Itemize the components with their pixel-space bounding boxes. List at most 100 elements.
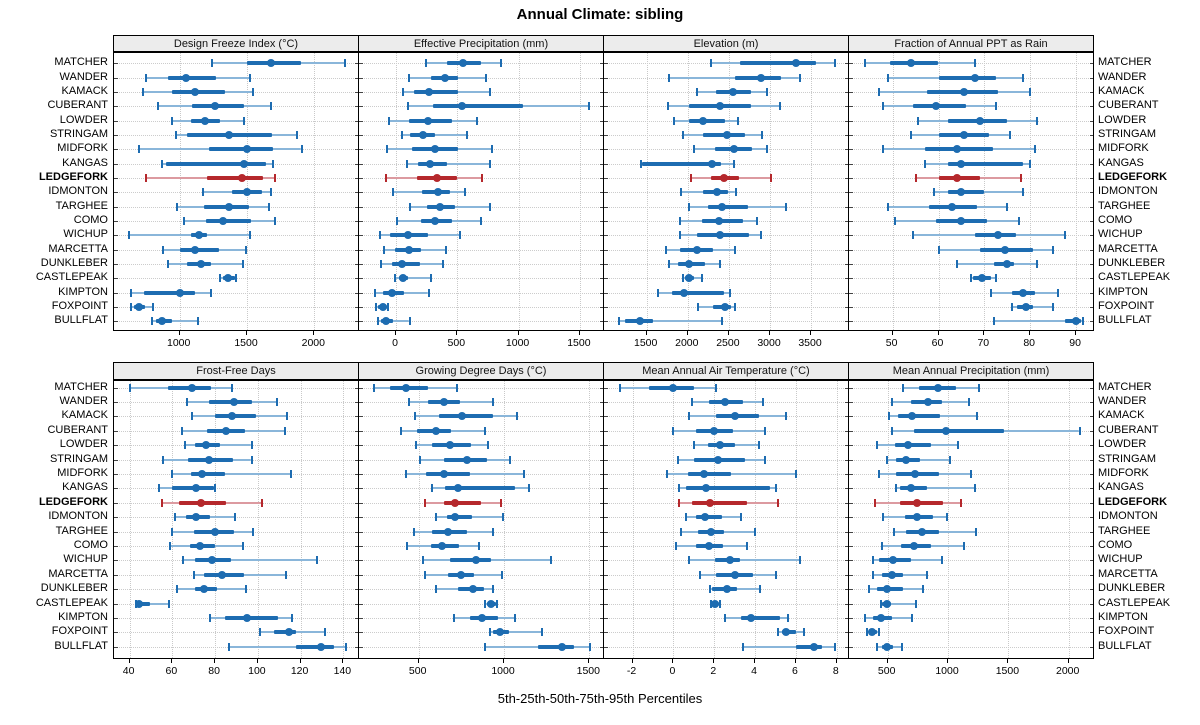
whisker-end-cap [248, 73, 251, 82]
whisker-end-cap [668, 73, 671, 82]
median-dot [243, 188, 251, 197]
y-axis-row-tick [355, 416, 358, 418]
percentile-bar-25-75 [432, 104, 524, 109]
x-axis-tick [645, 331, 647, 335]
percentile-whisker-5-95 [407, 162, 490, 165]
gridline-horizontal [606, 632, 848, 634]
y-axis-row-tick [849, 220, 853, 222]
whisker-end-cap [640, 159, 642, 168]
y-axis-row-tick [114, 488, 118, 490]
y-axis-row-tick [1090, 502, 1093, 504]
y-axis-row-tick [604, 63, 608, 65]
whisker-end-cap [211, 59, 213, 68]
y-axis-row-tick [845, 192, 848, 194]
whisker-end-cap [901, 642, 904, 651]
whisker-end-cap [502, 513, 505, 522]
median-dot [426, 159, 435, 168]
whisker-end-cap [776, 628, 779, 637]
gridline-horizontal [361, 135, 603, 137]
whisker-end-cap [762, 397, 765, 406]
y-axis-row-tick [359, 617, 363, 619]
whisker-end-cap [957, 441, 960, 450]
percentile-bar-25-75 [898, 414, 941, 419]
whisker-end-cap [1052, 245, 1055, 254]
median-dot [187, 383, 196, 392]
y-axis-row-tick [1090, 445, 1093, 447]
y-axis-row-tick [359, 177, 363, 179]
whisker-end-cap [324, 628, 327, 637]
y-axis-row-tick [604, 263, 608, 265]
whisker-end-cap [728, 288, 731, 297]
station-label-right-bullflat: BULLFLAT [1098, 314, 1152, 327]
station-label-right-castlepeak: CASTLEPEAK [1098, 596, 1171, 609]
whisker-end-cap [760, 131, 763, 139]
whisker-end-cap [784, 412, 787, 421]
whisker-end-cap [887, 202, 889, 211]
y-axis-row-tick [845, 387, 848, 389]
y-axis-row-tick [1090, 646, 1093, 648]
x-axis-tick [313, 331, 315, 335]
x-axis-tick-label: 60 [931, 337, 944, 349]
whisker-end-cap [160, 498, 163, 507]
y-axis-row-tick [600, 206, 603, 208]
percentile-bar-25-75 [137, 601, 150, 606]
x-axis-tick-label: 0 [392, 337, 398, 349]
station-label-right-kimpton: KIMPTON [1098, 285, 1148, 298]
median-dot [714, 455, 723, 464]
gridline-horizontal [361, 249, 603, 252]
y-axis-row-tick [359, 192, 363, 194]
y-axis-row-tick [359, 120, 363, 122]
y-axis-row-tick [1090, 77, 1093, 79]
station-label-right-como: COMO [1098, 538, 1133, 551]
y-axis-row-tick [355, 63, 358, 65]
y-axis-row-tick [604, 603, 608, 605]
whisker-end-cap [272, 159, 275, 168]
median-dot [702, 484, 711, 493]
percentile-bar-25-75 [687, 471, 731, 476]
whisker-end-cap [270, 102, 273, 111]
y-axis-row-tick [600, 632, 603, 634]
station-label-right-ledgefork: LEDGEFORK [1098, 495, 1168, 508]
whisker-end-cap [786, 613, 789, 622]
y-axis-row-tick [114, 430, 118, 432]
y-axis-row-tick [114, 574, 118, 576]
y-axis-row-tick [359, 488, 363, 490]
y-axis-row-tick [604, 149, 608, 151]
y-axis-row-tick [604, 488, 608, 490]
whisker-end-cap [373, 288, 376, 297]
y-axis-row-tick [359, 603, 363, 605]
y-axis-row-tick [1090, 473, 1093, 475]
median-dot [201, 441, 210, 450]
whisker-end-cap [962, 541, 965, 550]
x-axis-tick-label: 500 [447, 337, 466, 349]
median-dot [195, 231, 204, 240]
y-axis-row-tick [355, 149, 358, 151]
x-axis-tick-label: 50 [885, 337, 898, 349]
whisker-end-cap [488, 159, 491, 168]
median-dot [713, 188, 721, 197]
station-label-left-targhee: TARGHEE [55, 524, 108, 537]
station-label-right-stringam: STRINGAM [1098, 127, 1157, 140]
y-axis-row-tick [114, 646, 118, 648]
y-axis-row-tick [355, 517, 358, 519]
station-label-right-lowder: LOWDER [1098, 438, 1147, 451]
whisker-end-cap [484, 426, 487, 435]
x-axis-tick [713, 659, 715, 663]
whisker-end-cap [375, 302, 378, 311]
whisker-end-cap [423, 570, 426, 579]
y-axis-row-tick [359, 263, 363, 265]
whisker-end-cap [161, 159, 164, 168]
y-axis-row-tick [359, 306, 363, 308]
whisker-end-cap [208, 613, 211, 622]
station-label-left-idmonton: IDMONTON [48, 510, 108, 523]
x-axis-tick-label: 80 [208, 665, 220, 677]
panel-frost-free-days [113, 380, 359, 659]
percentile-whisker-5-95 [896, 487, 975, 490]
x-axis-tick-label: 2500 [716, 337, 740, 349]
gridline-vertical [129, 381, 132, 658]
station-label-right-idmonton: IDMONTON [1098, 185, 1158, 198]
station-label-right-castlepeak: CASTLEPEAK [1098, 271, 1171, 284]
whisker-end-cap [491, 585, 494, 594]
whisker-end-cap [715, 383, 718, 392]
whisker-end-cap [1052, 302, 1055, 311]
